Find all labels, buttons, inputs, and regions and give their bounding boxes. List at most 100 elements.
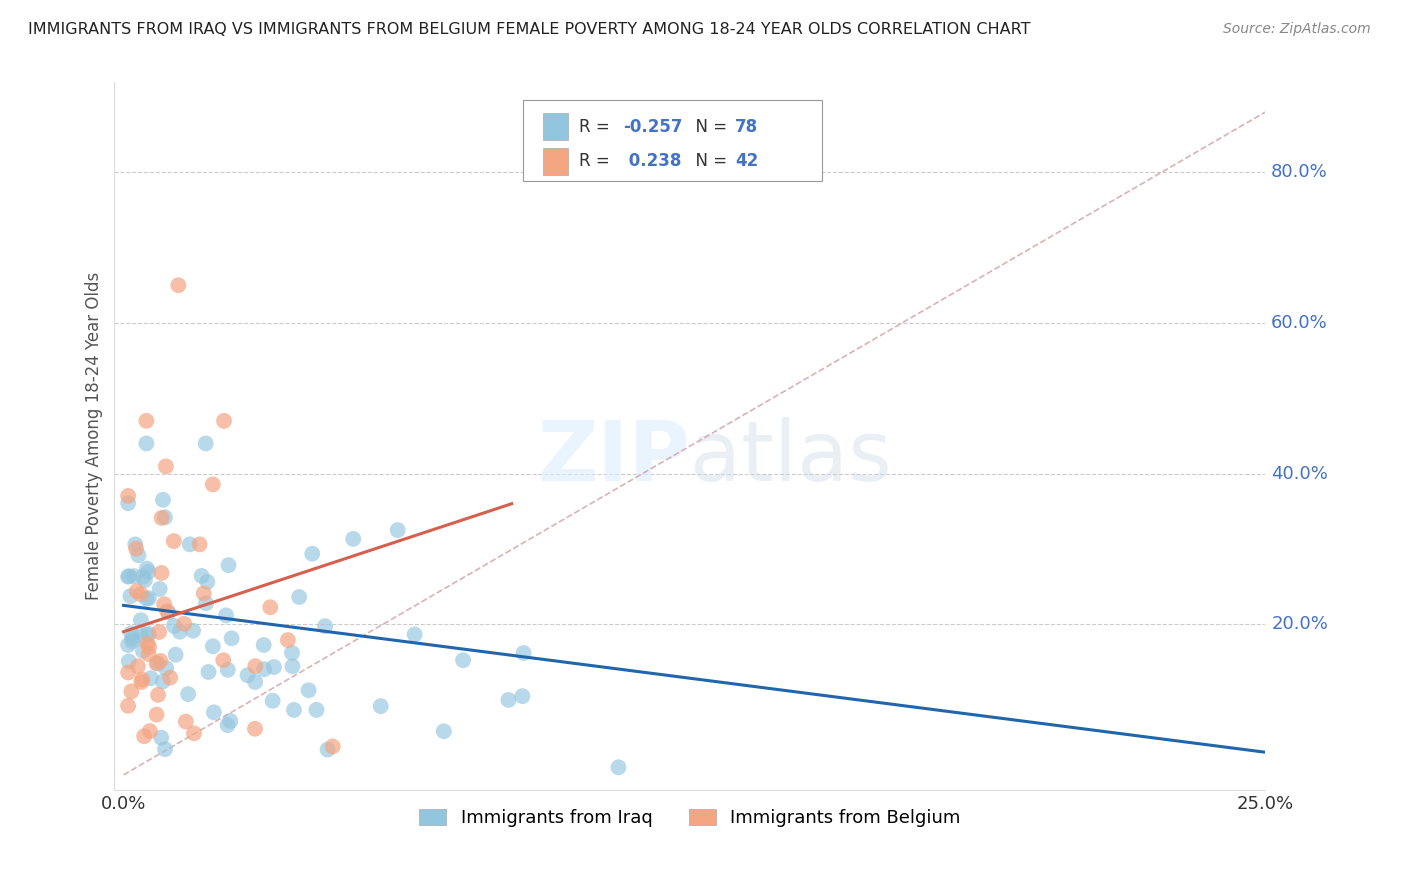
Point	[153, 510, 176, 524]
Point	[212, 653, 235, 667]
Point	[179, 537, 201, 551]
Point	[181, 624, 204, 638]
Point	[129, 629, 152, 643]
Text: 0.238: 0.238	[623, 153, 682, 170]
Y-axis label: Female Poverty Among 18-24 Year Olds: Female Poverty Among 18-24 Year Olds	[86, 272, 103, 600]
Point	[404, 627, 426, 641]
Point	[277, 633, 299, 648]
Point	[135, 628, 157, 642]
Point	[243, 722, 266, 736]
Point	[262, 694, 284, 708]
Point	[138, 647, 160, 661]
Point	[135, 414, 157, 428]
Point	[129, 613, 152, 627]
Point	[173, 616, 195, 631]
Point	[195, 596, 218, 610]
Point	[288, 590, 311, 604]
Point	[316, 742, 339, 756]
Text: ZIP: ZIP	[537, 417, 690, 498]
Point	[218, 558, 240, 573]
Point	[159, 671, 181, 685]
Text: 80.0%: 80.0%	[1271, 163, 1327, 181]
Text: R =: R =	[579, 118, 616, 136]
Text: N =: N =	[685, 118, 733, 136]
Point	[183, 726, 205, 740]
Point	[131, 673, 153, 687]
Bar	[543, 113, 568, 140]
Point	[117, 665, 139, 680]
Point	[281, 659, 304, 673]
Point	[122, 569, 145, 583]
Point	[155, 459, 177, 474]
Point	[314, 619, 336, 633]
Point	[197, 665, 219, 679]
Point	[145, 707, 167, 722]
Point	[120, 684, 142, 698]
Point	[139, 671, 162, 685]
Point	[263, 660, 285, 674]
Point	[117, 496, 139, 510]
Point	[127, 659, 149, 673]
Point	[174, 714, 197, 729]
Point	[212, 414, 235, 428]
Point	[117, 489, 139, 503]
FancyBboxPatch shape	[523, 100, 823, 181]
Point	[301, 547, 323, 561]
Point	[127, 548, 149, 562]
Point	[433, 724, 456, 739]
Point	[153, 742, 176, 756]
Point	[117, 698, 139, 713]
Text: 20.0%: 20.0%	[1271, 615, 1329, 633]
Point	[156, 604, 179, 618]
Point	[150, 731, 173, 745]
Point	[253, 662, 276, 676]
Point	[118, 655, 141, 669]
Point	[169, 624, 191, 639]
Point	[217, 718, 239, 732]
Point	[217, 663, 239, 677]
Point	[297, 683, 319, 698]
Point	[150, 566, 173, 580]
Point	[125, 584, 148, 599]
Point	[135, 591, 157, 606]
Point	[259, 600, 281, 615]
Point	[134, 729, 156, 743]
Point	[155, 661, 177, 675]
Point	[202, 706, 225, 720]
Point	[120, 626, 142, 640]
Point	[135, 436, 157, 450]
Point	[243, 675, 266, 690]
Point	[281, 646, 304, 660]
Text: 78: 78	[735, 118, 758, 136]
Point	[135, 561, 157, 575]
Point	[193, 586, 215, 600]
Point	[132, 644, 155, 658]
Point	[134, 573, 156, 587]
Point	[194, 436, 217, 450]
Point	[322, 739, 344, 754]
Text: 40.0%: 40.0%	[1271, 465, 1329, 483]
Point	[117, 638, 139, 652]
Point	[512, 646, 534, 660]
Text: N =: N =	[685, 153, 733, 170]
Point	[498, 693, 520, 707]
Text: IMMIGRANTS FROM IRAQ VS IMMIGRANTS FROM BELGIUM FEMALE POVERTY AMONG 18-24 YEAR : IMMIGRANTS FROM IRAQ VS IMMIGRANTS FROM …	[28, 22, 1031, 37]
Point	[512, 689, 534, 703]
Point	[138, 565, 160, 579]
Point	[132, 570, 155, 584]
Point	[163, 534, 186, 549]
Point	[117, 569, 139, 583]
Point	[138, 591, 160, 606]
Point	[451, 653, 474, 667]
Point	[370, 699, 392, 714]
Point	[145, 656, 167, 670]
Point	[118, 569, 141, 583]
Point	[153, 597, 176, 611]
Text: atlas: atlas	[690, 417, 891, 498]
Point	[245, 659, 267, 673]
Point	[221, 632, 243, 646]
Point	[165, 648, 187, 662]
Point	[121, 632, 143, 646]
Point	[305, 703, 328, 717]
Point	[120, 589, 142, 603]
